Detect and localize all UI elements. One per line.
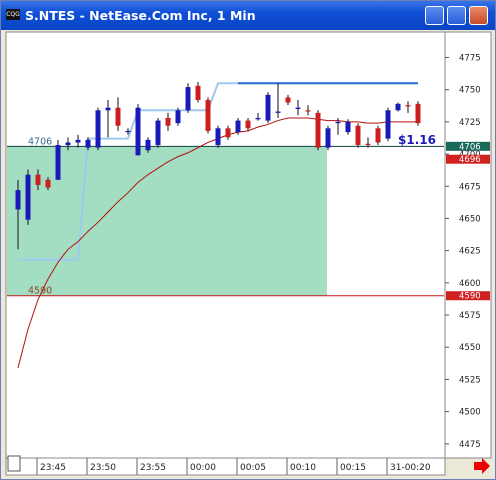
scroll-box[interactable] — [7, 455, 21, 472]
candle-body — [415, 103, 421, 124]
candle-body — [365, 143, 371, 146]
price-tag — [446, 291, 490, 301]
minimize-button[interactable] — [425, 6, 444, 25]
candle-body — [305, 110, 311, 112]
candle-body — [215, 128, 221, 146]
maximize-button[interactable] — [447, 6, 466, 25]
candle-body — [25, 174, 31, 220]
y-tick-label: 4725 — [459, 118, 481, 128]
close-button[interactable] — [469, 6, 488, 25]
price-tag-label: 4696 — [459, 155, 481, 165]
candle-body — [355, 125, 361, 146]
candle-body — [275, 111, 281, 113]
y-tick-label: 4575 — [459, 311, 481, 321]
price-tag — [446, 141, 490, 151]
x-tick-label: 31-00:20 — [390, 463, 431, 473]
candle-body — [15, 190, 21, 210]
candle-body — [55, 145, 61, 180]
candle-body — [75, 139, 81, 143]
candle-body — [165, 118, 171, 126]
x-tick-label: 23:45 — [40, 463, 66, 473]
candle-body — [285, 97, 291, 103]
price-tag-label: 4706 — [459, 142, 481, 152]
candle-body — [145, 139, 151, 151]
candle-body — [135, 107, 141, 156]
x-tick-label: 00:05 — [240, 463, 266, 473]
time-axis — [5, 457, 446, 476]
candle-body — [95, 110, 101, 148]
candle-body — [195, 85, 201, 100]
price-tag — [446, 154, 490, 164]
candle-body — [185, 87, 191, 111]
price-zone — [7, 146, 327, 296]
y-tick-label: 4550 — [459, 343, 481, 353]
title-bar: CQG S.NTES - NetEase.Com Inc, 1 Min — [1, 1, 495, 30]
y-tick-label: 4650 — [459, 214, 481, 224]
candle-body — [335, 121, 341, 124]
app-icon: CQG — [6, 9, 20, 20]
x-tick-label: 00:10 — [290, 463, 316, 473]
y-tick-label: 4775 — [459, 53, 481, 63]
candle-body — [65, 142, 71, 146]
candle-body — [155, 120, 161, 146]
y-tick-label: 4625 — [459, 247, 481, 257]
candle-body — [375, 128, 381, 143]
candle-body — [385, 110, 391, 139]
level-label: 4706 — [28, 136, 52, 147]
candle-body — [225, 128, 231, 138]
candle-body — [45, 179, 51, 188]
candle-body — [85, 139, 91, 148]
y-tick-label: 4475 — [459, 440, 481, 450]
candle-body — [35, 174, 41, 185]
price-axis — [444, 31, 492, 459]
candle-body — [255, 118, 261, 120]
x-tick-label: 00:00 — [190, 463, 216, 473]
candle-body — [125, 130, 131, 133]
candle-body — [405, 105, 411, 107]
candle-body — [205, 99, 211, 131]
x-tick-label: 23:50 — [90, 463, 116, 473]
candle-body — [115, 107, 121, 126]
y-tick-label: 4750 — [459, 86, 481, 96]
y-tick-label: 4675 — [459, 182, 481, 192]
candle-body — [265, 94, 271, 121]
candle-body — [325, 128, 331, 148]
x-tick-label: 00:15 — [340, 463, 366, 473]
candle-body — [105, 107, 111, 111]
candle-body — [315, 112, 321, 148]
candle-body — [235, 120, 241, 133]
price-tag-label: 4590 — [459, 292, 481, 302]
candle-body — [345, 121, 351, 133]
candle-body — [395, 103, 401, 111]
candle-body — [175, 110, 181, 124]
candle-body — [295, 107, 301, 109]
scroll-arrow[interactable] — [474, 458, 490, 474]
y-tick-label: 4525 — [459, 375, 481, 385]
x-tick-label: 23:55 — [140, 463, 166, 473]
y-tick-label: 4600 — [459, 279, 481, 289]
candle-body — [245, 120, 251, 129]
level-label: 4590 — [28, 286, 52, 297]
window-title: S.NTES - NetEase.Com Inc, 1 Min — [25, 8, 256, 23]
y-tick-label: 4500 — [459, 408, 481, 418]
annotation: $1.16 — [398, 133, 436, 147]
